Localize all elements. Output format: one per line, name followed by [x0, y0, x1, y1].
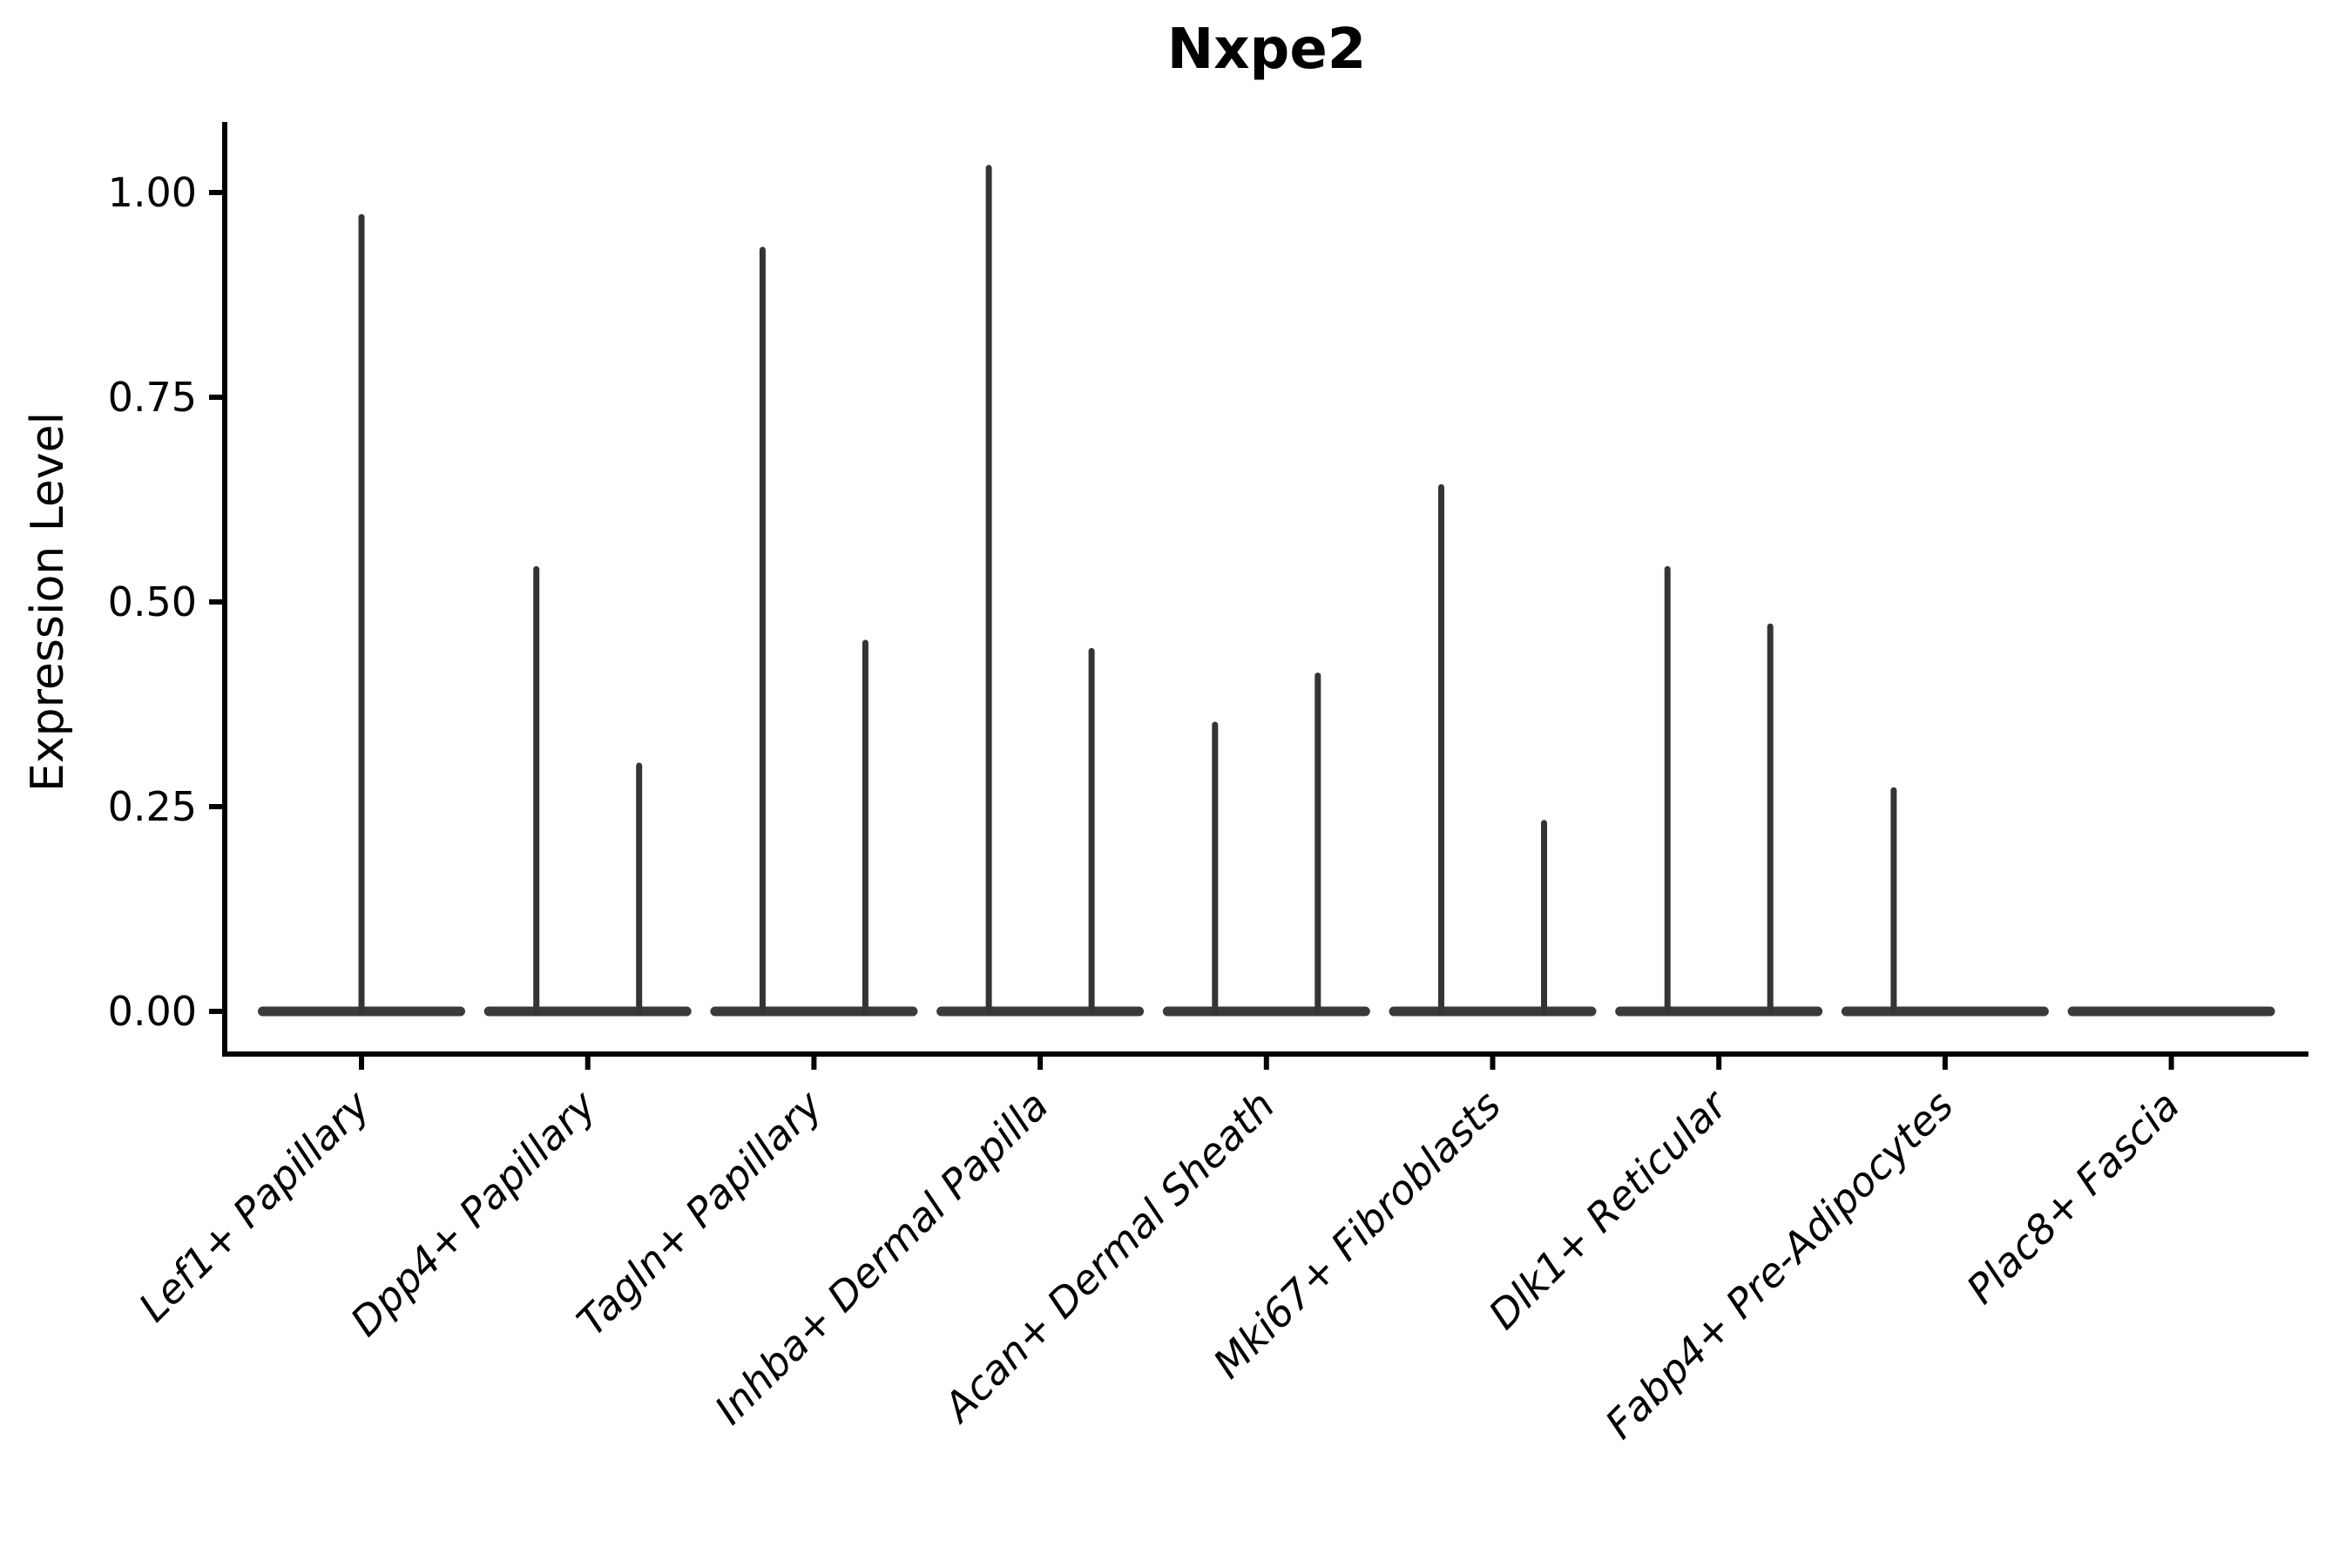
- x-tick-label: Lef1+ Papillary: [130, 1081, 379, 1330]
- y-tick-label: 0.00: [108, 988, 197, 1035]
- plot-title: Nxpe2: [1167, 17, 1367, 82]
- x-tick-label: Plac8+ Fascia: [1957, 1082, 2188, 1313]
- y-tick-label: 0.75: [108, 374, 197, 421]
- y-tick-label: 0.50: [108, 578, 197, 625]
- x-tick-label: Dpp4+ Papillary: [341, 1081, 605, 1345]
- x-tick-label: Dlk1+ Reticular: [1479, 1079, 1738, 1338]
- y-tick-label: 1.00: [108, 169, 197, 216]
- x-tick-label: Tagln+ Papillary: [568, 1081, 832, 1345]
- y-tick-label: 0.25: [108, 783, 197, 830]
- y-axis-title: Expression Level: [22, 412, 74, 792]
